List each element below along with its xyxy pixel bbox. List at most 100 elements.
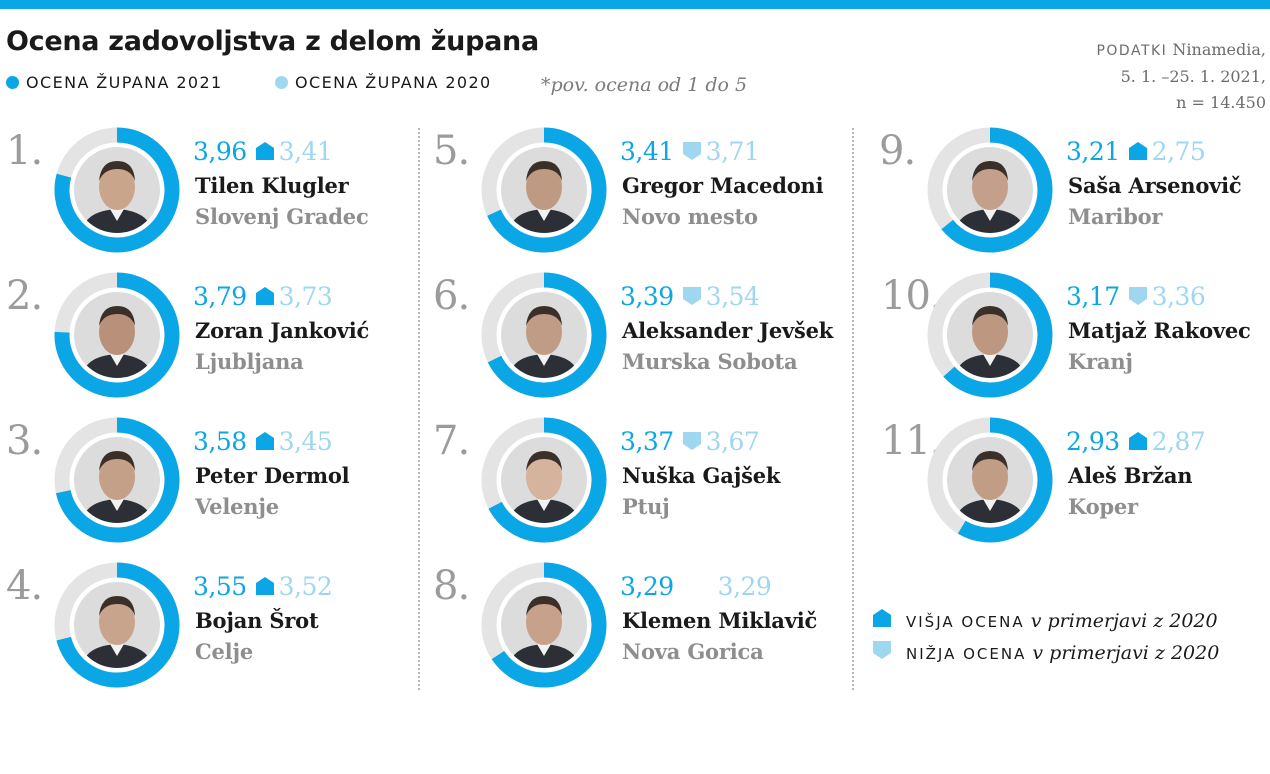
score-donut [481, 417, 607, 543]
key-lower: NIŽJA OCENA v primerjavi z 2020 [872, 640, 1219, 664]
rank-number: 8. [433, 563, 470, 609]
avatar [501, 147, 587, 233]
arrow-up-icon [873, 609, 891, 627]
legend-2021: OCENA ŽUPANA 2021 [6, 73, 223, 92]
donut-arc-2021 [488, 417, 607, 543]
mayor-name: Klemen Miklavič [622, 608, 818, 633]
arrow-down-icon [682, 142, 701, 160]
portrait-icon [947, 437, 1033, 523]
arrow-up-icon [255, 432, 274, 450]
source-line-3: n = 14.450 [1176, 93, 1266, 112]
column-divider-1 [418, 128, 420, 690]
arrow-down-icon [873, 641, 891, 659]
score-values: 3,55 3,52 [193, 572, 333, 601]
arrow-up-icon [1128, 432, 1147, 450]
portrait-icon [501, 582, 587, 668]
rank-number: 7. [433, 418, 470, 464]
rank-number: 1. [6, 128, 43, 174]
score-2020: 3,67 [705, 427, 760, 456]
donut-arc-2021 [943, 272, 1053, 398]
source-block: PODATKI Ninamedia, 5. 1. –25. 1. 2021, n… [1096, 37, 1266, 116]
score-donut [927, 127, 1053, 253]
score-values: 3,58 3,45 [193, 427, 333, 456]
avatar [947, 292, 1033, 378]
score-values: 3,39 3,54 [620, 282, 760, 311]
avatar [501, 292, 587, 378]
score-values: 3,29 3,29 [620, 572, 772, 601]
score-values: 3,37 3,67 [620, 427, 760, 456]
avatar [501, 582, 587, 668]
portrait-icon [74, 582, 160, 668]
arrow-down-icon [1128, 287, 1147, 305]
municipality-name: Celje [195, 639, 254, 664]
key-higher-caps: VIŠJA OCENA [906, 613, 1025, 631]
avatar [947, 437, 1033, 523]
column-divider-2 [852, 128, 854, 690]
mayor-name: Matjaž Rakovec [1068, 318, 1251, 343]
score-2020: 3,73 [278, 282, 333, 311]
municipality-name: Novo mesto [622, 204, 758, 229]
key-lower-suffix: v primerjavi z 2020 [1032, 642, 1220, 664]
rank-number: 3. [6, 418, 43, 464]
score-2021: 3,29 [620, 572, 674, 601]
score-2021: 3,39 [620, 282, 674, 311]
score-2021: 3,55 [193, 572, 247, 601]
score-2021: 3,17 [1066, 282, 1120, 311]
municipality-name: Ljubljana [195, 349, 304, 374]
legend-2020-label: OCENA ŽUPANA 2020 [295, 73, 492, 92]
municipality-name: Koper [1068, 494, 1138, 519]
arrow-up-icon [255, 287, 274, 305]
rank-number: 9. [879, 128, 916, 174]
municipality-name: Kranj [1068, 349, 1133, 374]
score-donut [481, 127, 607, 253]
score-2020: 3,45 [278, 427, 333, 456]
legend-2021-label: OCENA ŽUPANA 2021 [26, 73, 223, 92]
score-values: 3,17 3,36 [1066, 282, 1206, 311]
legend-dot-2020 [275, 76, 288, 89]
score-2021: 3,41 [620, 137, 674, 166]
portrait-icon [947, 147, 1033, 233]
donut-arc-2021 [487, 127, 607, 253]
portrait-icon [501, 437, 587, 523]
mayor-name: Peter Dermol [195, 463, 350, 488]
score-donut [927, 272, 1053, 398]
mayor-name: Gregor Macedoni [622, 173, 824, 198]
score-2020: 2,75 [1151, 137, 1206, 166]
score-2020: 3,52 [278, 572, 333, 601]
rank-number: 4. [6, 563, 43, 609]
score-2020: 3,54 [705, 282, 760, 311]
arrow-up-icon [255, 142, 274, 160]
score-2020: 3,29 [717, 572, 772, 601]
municipality-name: Velenje [195, 494, 279, 519]
avatar [74, 292, 160, 378]
donut-arc-2021 [55, 417, 180, 543]
score-donut [927, 417, 1053, 543]
score-values: 2,93 2,87 [1066, 427, 1206, 456]
municipality-name: Murska Sobota [622, 349, 798, 374]
score-2020: 3,71 [705, 137, 760, 166]
portrait-icon [501, 292, 587, 378]
legend-2020: OCENA ŽUPANA 2020 [275, 73, 492, 92]
municipality-name: Nova Gorica [622, 639, 764, 664]
no-change-spacer [682, 575, 714, 595]
municipality-name: Maribor [1068, 204, 1163, 229]
score-donut [54, 272, 180, 398]
score-2021: 3,96 [193, 137, 247, 166]
avatar [74, 147, 160, 233]
arrow-down-icon [682, 287, 701, 305]
score-2020: 2,87 [1151, 427, 1206, 456]
score-2021: 2,93 [1066, 427, 1120, 456]
source-line-1: Ninamedia, [1172, 40, 1266, 59]
mayor-name: Aleksander Jevšek [622, 318, 834, 343]
score-2021: 3,79 [193, 282, 247, 311]
arrow-down-icon [682, 432, 701, 450]
key-higher: VIŠJA OCENA v primerjavi z 2020 [872, 608, 1218, 632]
legend-dot-2021 [6, 76, 19, 89]
score-donut [481, 272, 607, 398]
top-accent-bar [0, 0, 1270, 9]
score-2021: 3,37 [620, 427, 674, 456]
chart-title: Ocena zadovoljstva z delom župana [6, 26, 539, 57]
score-2021: 3,21 [1066, 137, 1120, 166]
score-donut [54, 417, 180, 543]
key-lower-caps: NIŽJA OCENA [906, 645, 1027, 663]
